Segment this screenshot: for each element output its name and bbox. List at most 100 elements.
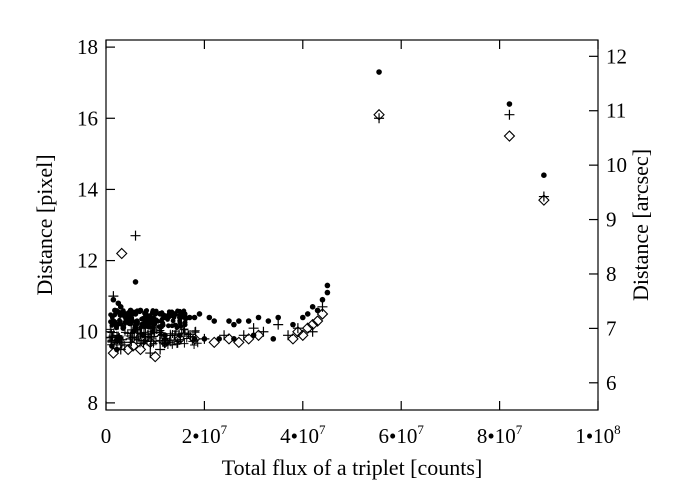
diamond-marker	[306, 318, 319, 331]
dot-marker	[147, 314, 154, 321]
dot-marker	[290, 321, 296, 328]
x-tick-label: 0	[101, 424, 112, 448]
dot-marker	[231, 321, 237, 328]
dot-marker	[117, 304, 124, 310]
plus-marker	[130, 230, 141, 241]
dot-marker	[162, 332, 168, 339]
cluster-dot	[145, 320, 151, 326]
plus-marker	[155, 344, 166, 355]
dot-marker	[177, 314, 183, 321]
cluster-dot	[178, 323, 184, 329]
dot-marker	[132, 311, 139, 317]
dot-marker	[196, 311, 203, 317]
plus-marker	[538, 191, 549, 202]
plus-marker	[115, 344, 126, 355]
axes: 0 2•107 4•107 6•107 8•107 1•108 8 10 12 14 16 18 6 7 8…	[77, 35, 627, 448]
dot-marker	[265, 318, 272, 324]
dot-marker	[236, 318, 242, 324]
plus-marker	[248, 323, 259, 334]
plus-marker	[273, 319, 284, 330]
cluster-plus	[119, 338, 128, 347]
plus-marker	[199, 333, 210, 344]
cluster-dot	[166, 323, 171, 329]
dot-marker	[152, 311, 158, 317]
plot-frame	[105, 39, 599, 411]
cluster-dot	[174, 325, 180, 331]
diamond-marker	[127, 340, 139, 352]
diamond-marker	[149, 350, 161, 363]
diamond-marker	[503, 130, 516, 142]
diamond-marker	[297, 329, 309, 342]
dot-marker	[324, 289, 331, 296]
dot-marker	[506, 101, 513, 107]
dot-marker	[211, 318, 218, 324]
diamond-marker	[252, 329, 265, 342]
dot-marker	[127, 307, 134, 314]
dot-marker	[226, 318, 232, 324]
diamond-marker	[242, 333, 255, 345]
plus-marker	[125, 333, 136, 344]
y2-tick-label: 12	[606, 44, 627, 68]
cluster-dot	[160, 322, 166, 328]
dot-marker	[137, 307, 144, 314]
diamond-marker	[301, 322, 314, 334]
dot-marker	[140, 332, 146, 339]
diamond-marker	[159, 336, 171, 349]
cluster-dot	[112, 312, 118, 318]
cluster-dot	[152, 321, 158, 327]
dot-marker	[319, 296, 326, 303]
data-points	[107, 69, 550, 363]
y2-axis-title: Distance [arcsec]	[628, 149, 653, 301]
cluster-dot	[133, 319, 139, 325]
dot-marker	[191, 336, 198, 342]
dot-marker	[130, 328, 136, 335]
y2-tick-label: 11	[606, 99, 626, 123]
diamond-marker	[122, 343, 134, 356]
diamond-marker	[373, 108, 385, 121]
dot-marker	[376, 69, 382, 75]
dot-marker	[270, 336, 277, 342]
diamond-marker	[233, 336, 245, 349]
dot-marker	[122, 311, 129, 317]
dot-marker	[172, 311, 178, 317]
cluster-plus	[155, 328, 164, 337]
diamond-marker	[538, 194, 550, 206]
x-tick-label: 8•107	[477, 422, 523, 448]
y-tick-label: 12	[77, 249, 98, 273]
y2-tick-label: 6	[606, 371, 617, 395]
dot-marker	[142, 311, 149, 317]
cluster-plus	[161, 338, 170, 347]
y-tick-label: 14	[77, 177, 99, 201]
dot-marker	[162, 314, 168, 321]
y2-tick-label: 9	[606, 208, 617, 232]
cluster-plus	[191, 326, 200, 335]
diamond-marker	[134, 343, 147, 356]
y-tick-label: 16	[77, 106, 98, 130]
cluster-dot	[155, 318, 161, 324]
dot-marker	[120, 325, 127, 331]
cluster-dot	[143, 315, 149, 321]
plus-marker	[374, 113, 385, 124]
dot-marker	[309, 304, 316, 310]
diamond-marker	[316, 308, 329, 320]
plus-marker	[120, 316, 131, 327]
y2-tick-label: 8	[606, 262, 617, 286]
plus-marker	[292, 323, 303, 334]
x-tick-label: 4•107	[280, 422, 326, 448]
y-axis-title: Distance [pixel]	[32, 154, 57, 295]
diamond-marker	[223, 333, 235, 345]
cluster-plus	[180, 325, 189, 334]
cluster-dot	[177, 308, 183, 314]
diamond-marker	[287, 333, 299, 345]
plus-marker	[140, 323, 151, 334]
diamond-marker	[311, 315, 324, 327]
diamond-marker	[115, 247, 128, 260]
dot-marker	[206, 314, 213, 321]
diamond-marker	[111, 340, 123, 352]
diamond-marker	[292, 325, 304, 338]
cluster-plus	[136, 339, 145, 348]
dot-marker	[186, 314, 193, 321]
dot-marker	[300, 314, 306, 321]
dot-marker	[255, 314, 262, 321]
